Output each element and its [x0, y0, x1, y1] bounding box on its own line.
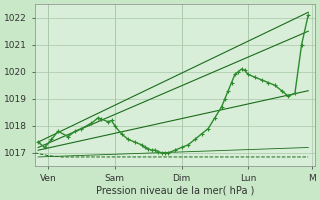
X-axis label: Pression niveau de la mer( hPa ): Pression niveau de la mer( hPa )	[96, 186, 254, 196]
